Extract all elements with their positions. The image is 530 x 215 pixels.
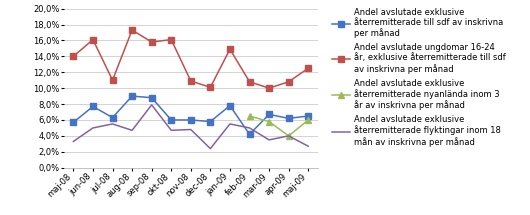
Andel avslutade exklusive
återremitterade till sdf av inskrivna
per månad xyxy=(246,133,253,136)
Andel avslutade exklusive
återremitterade flyktingar inom 18
mån av inskrivna per månad xyxy=(148,104,155,106)
Andel avslutade exklusive
återremitterade flyktingar inom 18
mån av inskrivna per månad xyxy=(129,129,135,132)
Andel avslutade exklusive
återremitterade nyanlända inom 3
år av inskrivna per månad xyxy=(266,120,272,123)
Andel avslutade ungdomar 16-24
år, exklusive återremitterade till sdf
av inskrivna per månad xyxy=(90,38,96,41)
Andel avslutade ungdomar 16-24
år, exklusive återremitterade till sdf
av inskrivna per månad xyxy=(168,38,174,41)
Andel avslutade exklusive
återremitterade nyanlända inom 3
år av inskrivna per månad xyxy=(305,119,312,121)
Andel avslutade exklusive
återremitterade flyktingar inom 18
mån av inskrivna per månad xyxy=(207,147,214,150)
Andel avslutade ungdomar 16-24
år, exklusive återremitterade till sdf
av inskrivna per månad xyxy=(266,87,272,89)
Andel avslutade ungdomar 16-24
år, exklusive återremitterade till sdf
av inskrivna per månad xyxy=(148,41,155,43)
Andel avslutade exklusive
återremitterade till sdf av inskrivna
per månad xyxy=(305,115,312,117)
Andel avslutade exklusive
återremitterade till sdf av inskrivna
per månad xyxy=(168,119,174,121)
Andel avslutade exklusive
återremitterade till sdf av inskrivna
per månad xyxy=(70,121,76,124)
Andel avslutade ungdomar 16-24
år, exklusive återremitterade till sdf
av inskrivna per månad xyxy=(70,55,76,58)
Andel avslutade ungdomar 16-24
år, exklusive återremitterade till sdf
av inskrivna per månad xyxy=(207,86,214,89)
Andel avslutade exklusive
återremitterade flyktingar inom 18
mån av inskrivna per månad xyxy=(246,127,253,129)
Legend: Andel avslutade exklusive
återremitterade till sdf av inskrivna
per månad, Andel: Andel avslutade exklusive återremitterad… xyxy=(329,4,509,150)
Andel avslutade exklusive
återremitterade till sdf av inskrivna
per månad xyxy=(286,117,292,120)
Andel avslutade exklusive
återremitterade till sdf av inskrivna
per månad xyxy=(188,119,194,121)
Andel avslutade exklusive
återremitterade flyktingar inom 18
mån av inskrivna per månad xyxy=(90,127,96,129)
Andel avslutade ungdomar 16-24
år, exklusive återremitterade till sdf
av inskrivna per månad xyxy=(109,79,116,81)
Line: Andel avslutade ungdomar 16-24
år, exklusive återremitterade till sdf
av inskrivna per månad: Andel avslutade ungdomar 16-24 år, exklu… xyxy=(70,27,311,91)
Andel avslutade exklusive
återremitterade flyktingar inom 18
mån av inskrivna per månad xyxy=(188,128,194,131)
Andel avslutade exklusive
återremitterade flyktingar inom 18
mån av inskrivna per månad xyxy=(109,123,116,125)
Andel avslutade exklusive
återremitterade flyktingar inom 18
mån av inskrivna per månad xyxy=(266,138,272,141)
Andel avslutade exklusive
återremitterade till sdf av inskrivna
per månad xyxy=(207,120,214,123)
Andel avslutade exklusive
återremitterade flyktingar inom 18
mån av inskrivna per månad xyxy=(168,129,174,132)
Andel avslutade ungdomar 16-24
år, exklusive återremitterade till sdf
av inskrivna per månad xyxy=(188,80,194,82)
Andel avslutade exklusive
återremitterade till sdf av inskrivna
per månad xyxy=(266,113,272,116)
Andel avslutade exklusive
återremitterade till sdf av inskrivna
per månad xyxy=(109,116,116,119)
Andel avslutade exklusive
återremitterade flyktingar inom 18
mån av inskrivna per månad xyxy=(227,123,233,125)
Andel avslutade exklusive
återremitterade flyktingar inom 18
mån av inskrivna per månad xyxy=(286,135,292,137)
Andel avslutade exklusive
återremitterade nyanlända inom 3
år av inskrivna per månad xyxy=(246,115,253,117)
Andel avslutade exklusive
återremitterade flyktingar inom 18
mån av inskrivna per månad xyxy=(70,140,76,143)
Andel avslutade ungdomar 16-24
år, exklusive återremitterade till sdf
av inskrivna per månad xyxy=(246,80,253,83)
Line: Andel avslutade exklusive
återremitterade till sdf av inskrivna
per månad: Andel avslutade exklusive återremitterad… xyxy=(70,93,311,137)
Andel avslutade exklusive
återremitterade till sdf av inskrivna
per månad xyxy=(227,104,233,107)
Andel avslutade exklusive
återremitterade till sdf av inskrivna
per månad xyxy=(129,95,135,97)
Andel avslutade ungdomar 16-24
år, exklusive återremitterade till sdf
av inskrivna per månad xyxy=(227,48,233,51)
Line: Andel avslutade exklusive
återremitterade nyanlända inom 3
år av inskrivna per månad: Andel avslutade exklusive återremitterad… xyxy=(247,113,311,139)
Line: Andel avslutade exklusive
återremitterade flyktingar inom 18
mån av inskrivna per månad: Andel avslutade exklusive återremitterad… xyxy=(73,105,308,149)
Andel avslutade exklusive
återremitterade till sdf av inskrivna
per månad xyxy=(90,105,96,108)
Andel avslutade exklusive
återremitterade flyktingar inom 18
mån av inskrivna per månad xyxy=(305,145,312,147)
Andel avslutade ungdomar 16-24
år, exklusive återremitterade till sdf
av inskrivna per månad xyxy=(286,80,292,83)
Andel avslutade ungdomar 16-24
år, exklusive återremitterade till sdf
av inskrivna per månad xyxy=(305,67,312,70)
Andel avslutade exklusive
återremitterade till sdf av inskrivna
per månad xyxy=(148,96,155,99)
Andel avslutade ungdomar 16-24
år, exklusive återremitterade till sdf
av inskrivna per månad xyxy=(129,29,135,31)
Andel avslutade exklusive
återremitterade nyanlända inom 3
år av inskrivna per månad xyxy=(286,135,292,137)
